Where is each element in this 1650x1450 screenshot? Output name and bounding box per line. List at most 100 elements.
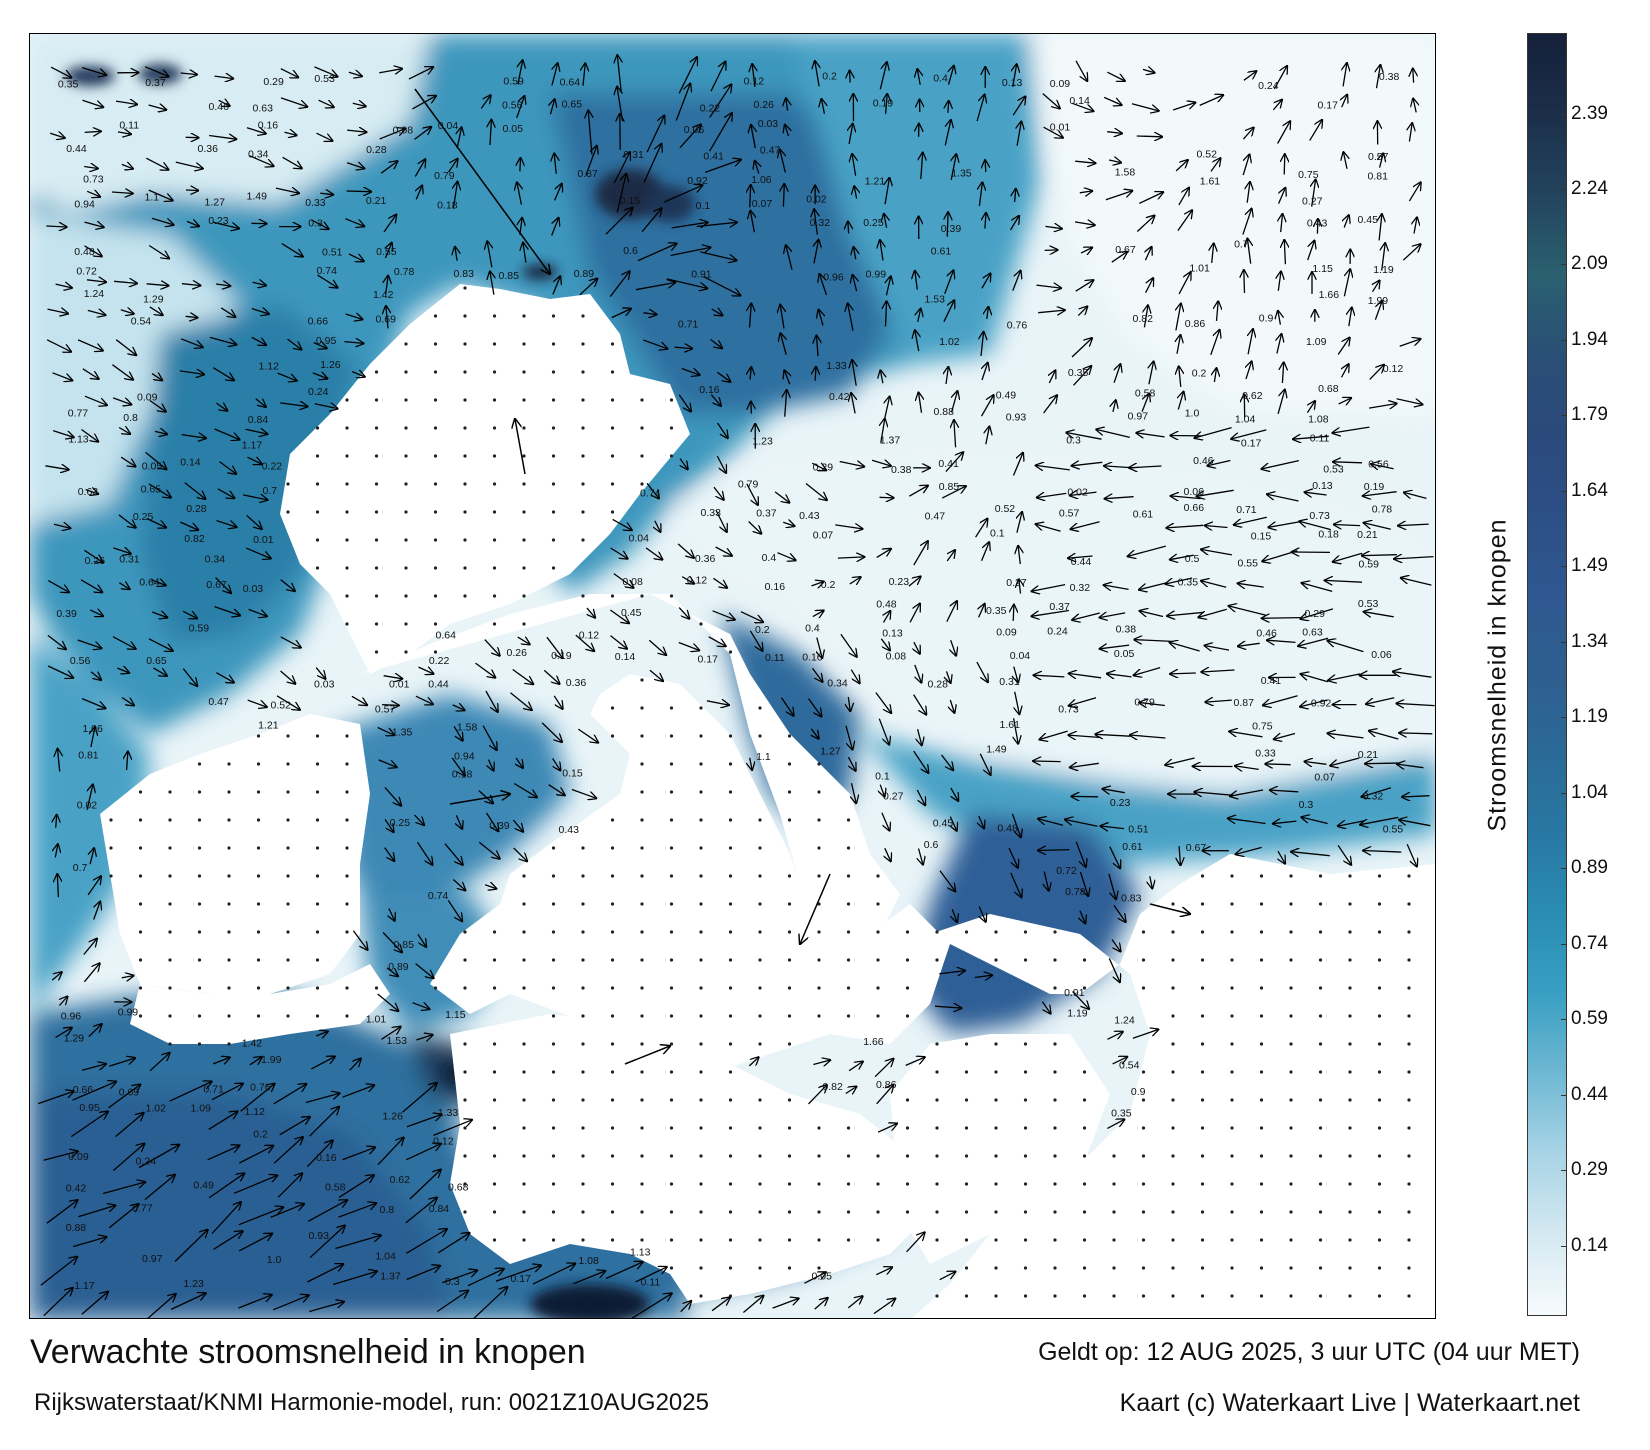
land-grid-dot [964, 1294, 969, 1298]
current-value-label: 1.1 [756, 751, 771, 763]
land-grid-dot [669, 398, 674, 402]
colorbar-tick-mark [1561, 113, 1567, 115]
current-arrow [83, 963, 99, 983]
current-value-label: 1.24 [1114, 1015, 1135, 1027]
land-grid-dot [1289, 1294, 1293, 1298]
current-value-label: 0.89 [388, 961, 409, 973]
current-value-label: 0.93 [1006, 412, 1027, 424]
land-grid-dot [787, 1182, 792, 1186]
current-arrow [648, 639, 666, 655]
land-grid-dot [1141, 930, 1146, 934]
current-arrow [452, 879, 465, 891]
land-grid-dot [345, 734, 349, 738]
land-grid-dot [463, 454, 467, 458]
current-arrow [663, 185, 702, 203]
current-arrow [916, 789, 925, 805]
current-arrow [449, 794, 510, 805]
current-arrow [1068, 556, 1093, 558]
land-grid-dot [728, 650, 733, 654]
current-arrow [148, 638, 173, 651]
current-arrow [249, 155, 274, 166]
current-value-label: 0.55 [1383, 824, 1404, 836]
land-grid-dot [404, 538, 408, 542]
current-arrow [666, 278, 708, 289]
land-grid-dot [463, 482, 467, 486]
current-value-label: 1.42 [373, 289, 394, 301]
current-arrow [1262, 618, 1301, 619]
current-value-label: 0.52 [271, 700, 292, 712]
current-value-label: 1.13 [630, 1247, 651, 1259]
land-grid-dot [935, 1126, 939, 1130]
land-grid-dot [581, 594, 585, 598]
land-grid-dot [522, 1154, 526, 1158]
land-grid-dot [109, 818, 113, 822]
land-grid-dot [1348, 1294, 1352, 1298]
colorbar-tick-mark [1561, 717, 1567, 719]
land-grid-dot [197, 1014, 202, 1018]
colorbar-tick-label: 0.89 [1571, 857, 1608, 879]
current-arrow [45, 466, 68, 470]
current-arrow [780, 305, 784, 329]
land-grid-dot [433, 482, 438, 486]
current-arrow [941, 486, 966, 499]
current-value-labels: 0.35 0.37 0.29 0.53 0.59 0.64 0.12 0.2 0.4 0.13 0.… [56, 71, 1403, 1292]
land-middle [360, 594, 950, 1074]
land-grid-dot [551, 1238, 556, 1242]
current-value-label: 0.19 [551, 650, 572, 662]
current-arrow [1291, 852, 1330, 856]
land-grid-dot [551, 1126, 556, 1130]
land-grid-dot [227, 790, 231, 794]
land-grid-dot [227, 818, 231, 822]
land-grid-dot [197, 762, 202, 766]
current-value-label: 0.89 [574, 268, 595, 280]
land-grid-dot [699, 902, 703, 906]
current-arrow [813, 1060, 830, 1065]
current-arrow [148, 483, 171, 498]
current-arrow [674, 347, 693, 349]
current-arrow [1104, 585, 1129, 589]
current-arrow [1273, 821, 1297, 824]
current-arrow [146, 284, 169, 286]
current-value-label: 1.04 [1235, 414, 1256, 426]
current-value-label: 0.54 [131, 316, 152, 328]
current-arrow [1134, 640, 1172, 642]
current-value-label: 1.66 [863, 1036, 884, 1048]
land-grid-dot [758, 958, 762, 962]
current-arrow [1039, 730, 1068, 739]
current-arrow [90, 671, 101, 680]
land-grid-dot [1259, 1266, 1264, 1270]
current-value-label: 0.97 [142, 1253, 163, 1265]
current-value-label: 0.99 [866, 269, 887, 281]
current-arrow [706, 701, 729, 705]
current-value-label: 1.49 [247, 191, 268, 203]
current-arrow [1014, 718, 1019, 744]
land-grid-dot [1112, 1182, 1116, 1186]
current-arrow [117, 668, 129, 673]
land-grid-dot [433, 342, 438, 346]
current-arrow [147, 1294, 176, 1318]
land-grid-dot [109, 874, 113, 878]
land-grid-dot [1171, 1042, 1175, 1046]
land-grid-dot [640, 398, 644, 402]
current-arrow [215, 577, 232, 594]
current-arrow [145, 451, 167, 469]
current-value-label: 0.2 [1192, 368, 1207, 380]
current-arrow [118, 514, 136, 528]
land-grid-dot [1053, 1294, 1057, 1298]
land-grid-dot [1053, 1210, 1057, 1214]
current-arrow [180, 73, 197, 75]
land-grid-dot [1200, 1266, 1205, 1270]
current-arrow [704, 160, 741, 174]
land-grid-dot [315, 818, 320, 822]
current-arrow [313, 343, 327, 349]
land-grid-dot [905, 1154, 910, 1158]
current-arrow [1263, 695, 1298, 706]
current-arrow [886, 94, 888, 114]
land-grid-dot [1348, 1182, 1352, 1186]
current-arrow [1343, 269, 1350, 297]
current-arrow [1034, 675, 1065, 677]
current-arrow [247, 699, 267, 707]
land-grid-dot [345, 986, 349, 990]
current-value-label: 0.06 [1184, 486, 1205, 498]
current-value-label: 0.36 [695, 553, 716, 565]
